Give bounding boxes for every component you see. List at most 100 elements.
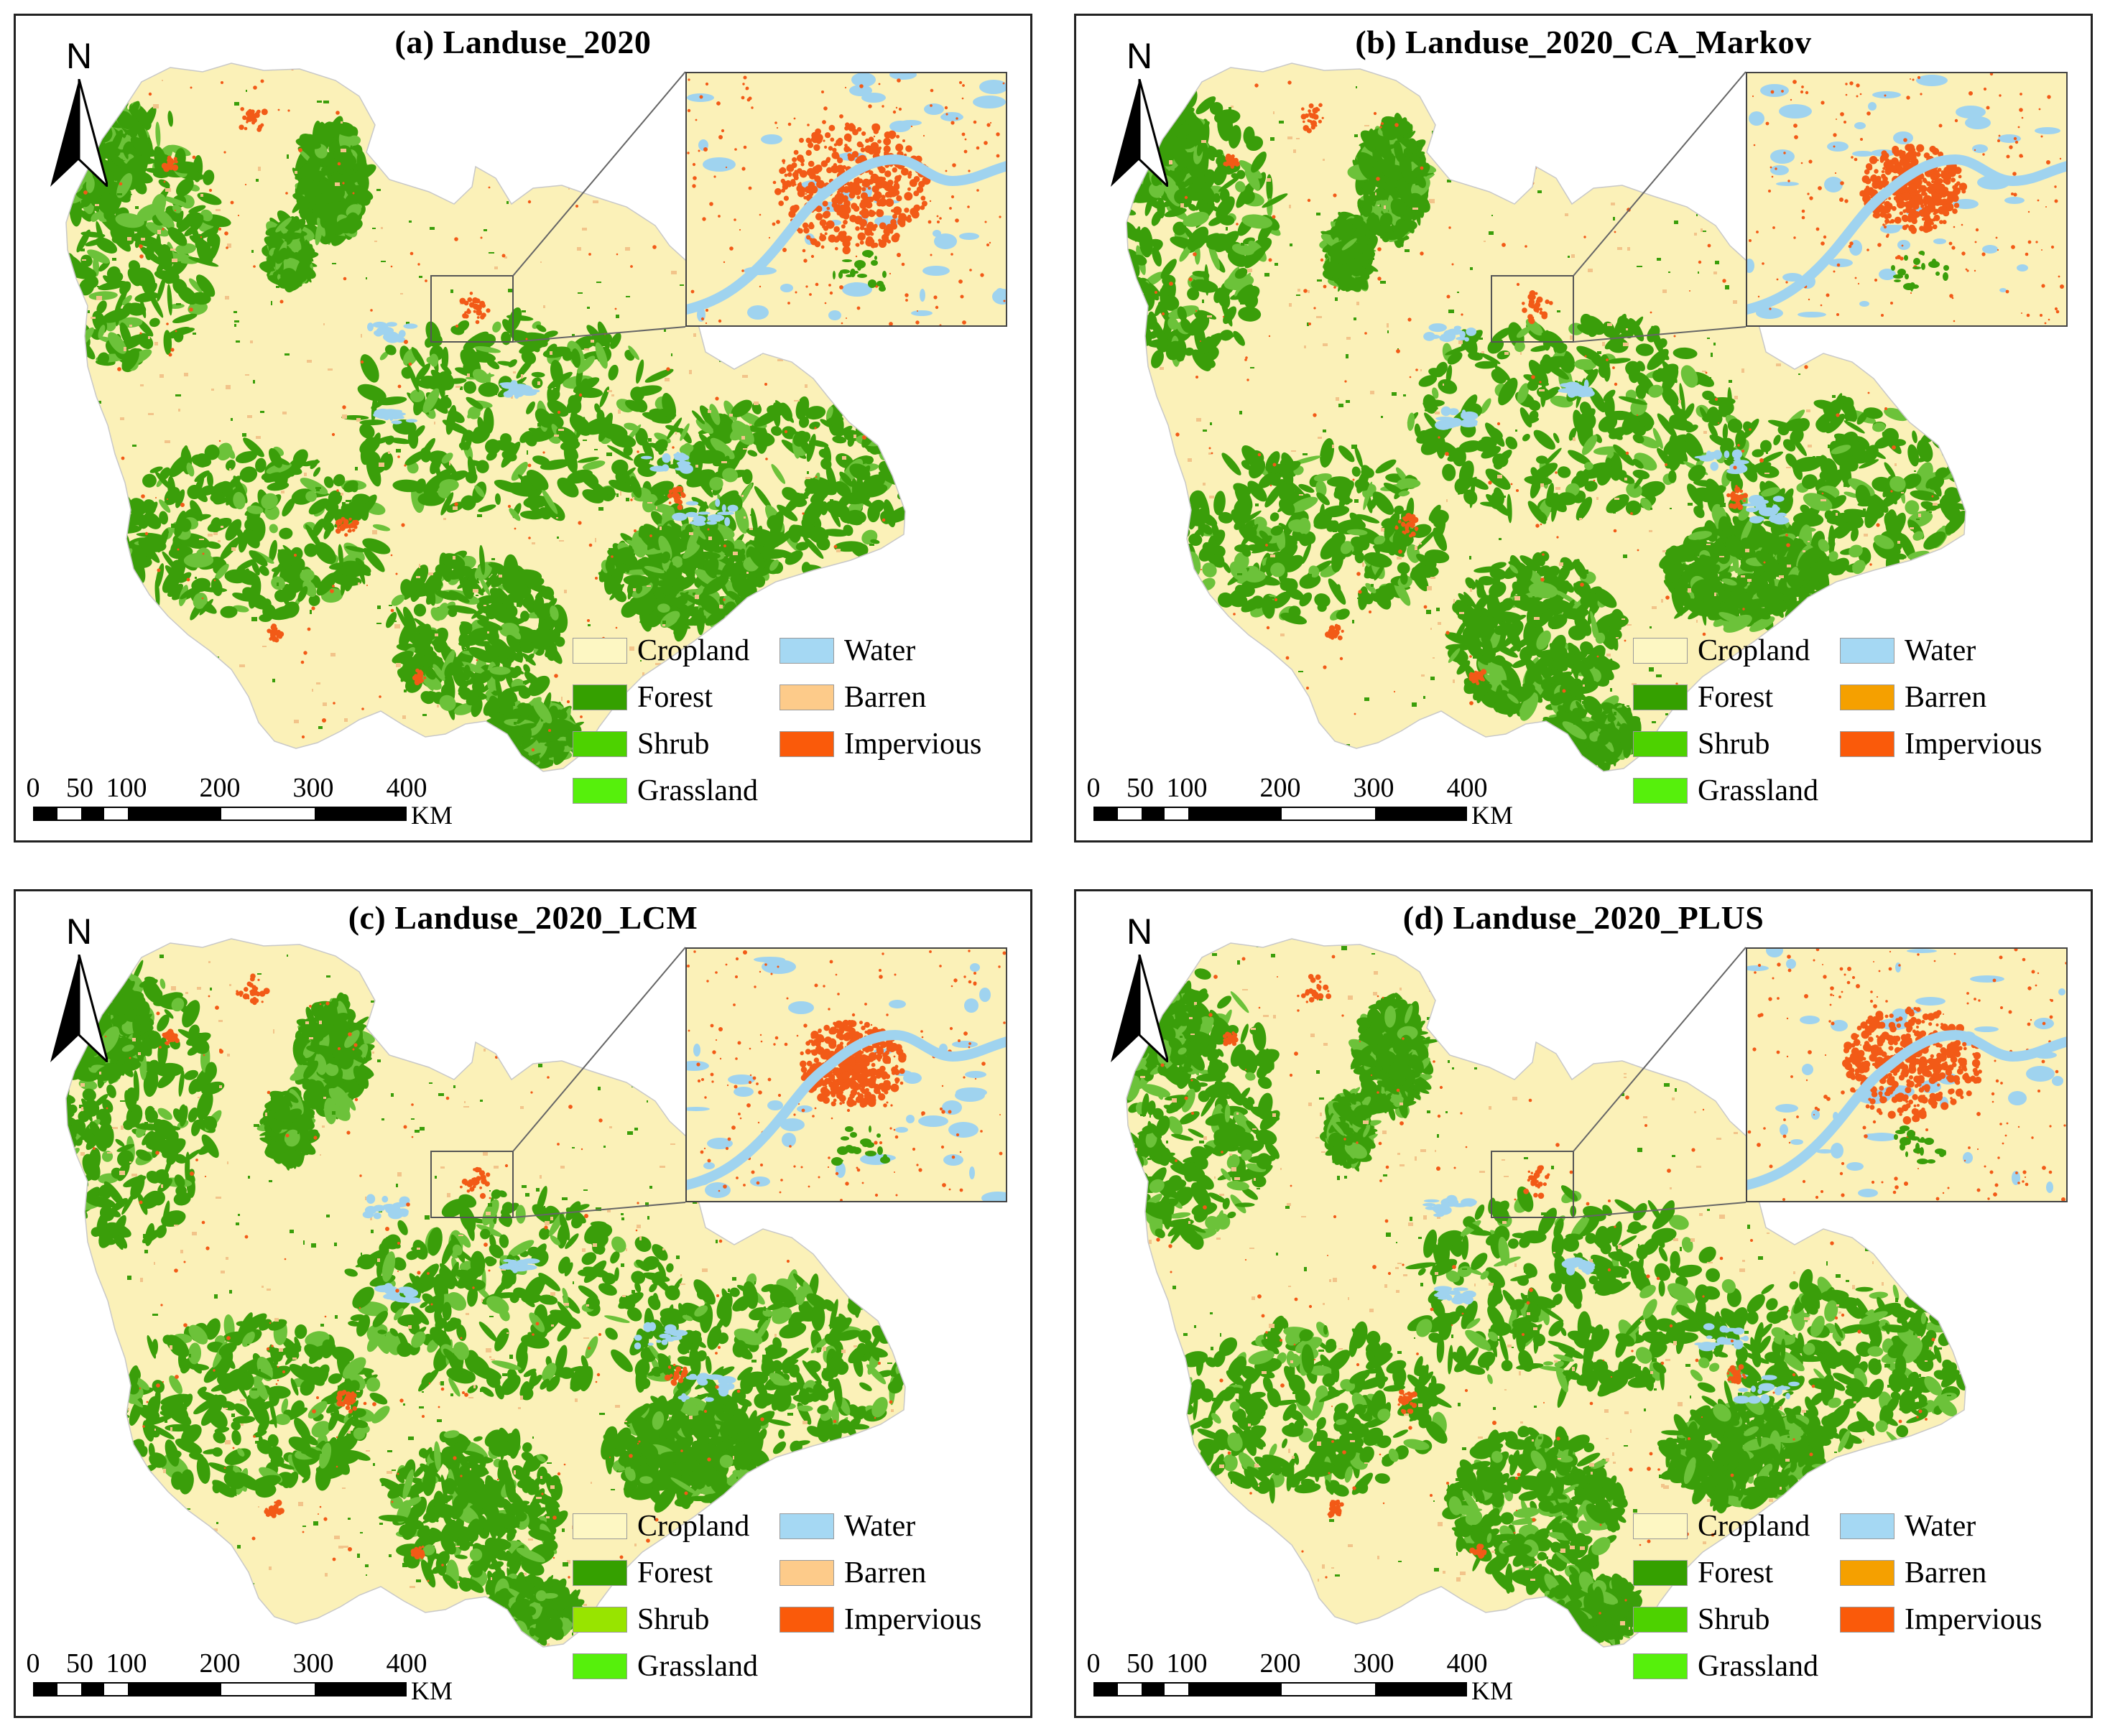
legend-item-grassland: Grassland [573, 1649, 758, 1684]
scale-bar-segments [1093, 1682, 1467, 1696]
zoom-extent-box [1491, 1151, 1574, 1218]
legend-label-impervious: Impervious [1905, 728, 2042, 761]
legend-swatch-cropland [573, 1513, 627, 1539]
scale-tick-300: 300 [1353, 1648, 1394, 1679]
legend-item-cropland: Cropland [573, 633, 749, 668]
legend-swatch-cropland [573, 638, 627, 664]
legend-item-forest: Forest [1633, 1556, 1773, 1590]
north-arrow: N [1104, 911, 1175, 1062]
legend-swatch-forest [573, 1560, 627, 1586]
legend-label-shrub: Shrub [1698, 1603, 1770, 1636]
city-inset-map [685, 72, 1007, 327]
legend-label-grassland: Grassland [637, 1650, 758, 1683]
legend-swatch-water [1840, 1513, 1894, 1539]
north-label: N [1126, 36, 1153, 76]
legend-swatch-forest [573, 684, 627, 710]
zoom-extent-box [430, 275, 514, 343]
scale-tick-0: 0 [1086, 1648, 1101, 1679]
scale-tick-200: 200 [199, 1648, 241, 1679]
legend-item-grassland: Grassland [1633, 1649, 1818, 1684]
map-panel-b: (b) Landuse_2020_CA_Markov N [1074, 14, 2093, 843]
scale-bar-segments [33, 1682, 407, 1696]
legend-swatch-impervious [779, 1607, 834, 1633]
legend-swatch-impervious [779, 731, 834, 757]
city-inset-map [1746, 947, 2068, 1202]
legend-label-forest: Forest [1698, 681, 1773, 714]
legend-label-impervious: Impervious [844, 728, 982, 761]
legend-item-cropland: Cropland [573, 1509, 749, 1544]
legend: Cropland Water Forest Barren Shrub Imper… [573, 1509, 1025, 1703]
scale-bar-segments [33, 807, 407, 821]
legend-swatch-barren [779, 684, 834, 710]
scale-tick-200: 200 [1259, 773, 1301, 803]
scale-unit: KM [1471, 801, 1514, 830]
legend-item-impervious: Impervious [1840, 1602, 2042, 1637]
legend-swatch-shrub [1633, 1607, 1688, 1633]
legend-swatch-grassland [1633, 778, 1688, 804]
scale-unit: KM [1471, 1676, 1514, 1705]
map-panel-c: (c) Landuse_2020_LCM N [14, 889, 1032, 1718]
legend-swatch-grassland [573, 778, 627, 804]
north-label: N [65, 911, 93, 952]
legend-swatch-barren [779, 1560, 834, 1586]
north-arrow: N [1104, 36, 1175, 187]
legend-label-grassland: Grassland [637, 774, 758, 807]
scale-tick-50: 50 [66, 1648, 93, 1679]
north-arrow-icon [50, 79, 108, 187]
city-inset-map [1746, 72, 2068, 327]
scale-tick-200: 200 [1259, 1648, 1301, 1679]
north-arrow: N [43, 36, 115, 187]
legend-item-forest: Forest [573, 680, 713, 715]
scale-tick-100: 100 [106, 1648, 147, 1679]
panel-title: (a) Landuse_2020 [394, 24, 652, 60]
legend-label-grassland: Grassland [1698, 774, 1818, 807]
scale-tick-0: 0 [1086, 773, 1101, 803]
legend-swatch-barren [1840, 1560, 1894, 1586]
scale-tick-400: 400 [386, 773, 427, 803]
legend-label-water: Water [844, 634, 916, 667]
legend-label-water: Water [844, 1510, 916, 1543]
legend-swatch-grassland [1633, 1653, 1688, 1679]
legend-label-cropland: Cropland [1698, 1510, 1810, 1543]
landuse-map [65, 938, 906, 1648]
scale-tick-400: 400 [386, 1648, 427, 1679]
scale-unit: KM [411, 1676, 453, 1705]
north-label: N [65, 36, 93, 76]
legend-item-water: Water [1840, 633, 1976, 668]
scale-tick-0: 0 [26, 1648, 40, 1679]
legend-item-barren: Barren [1840, 680, 1986, 715]
north-arrow-icon [50, 955, 108, 1062]
scale-bar: 0 50 100 200 300 400 KM [1083, 1649, 1543, 1714]
legend-item-impervious: Impervious [1840, 727, 2042, 761]
legend-swatch-shrub [573, 731, 627, 757]
legend-label-grassland: Grassland [1698, 1650, 1818, 1683]
scale-tick-200: 200 [199, 773, 241, 803]
scale-tick-50: 50 [1126, 773, 1154, 803]
scale-bar-segments [1093, 807, 1467, 821]
scale-tick-0: 0 [26, 773, 40, 803]
zoom-extent-box [1491, 275, 1574, 343]
legend-label-impervious: Impervious [844, 1603, 982, 1636]
legend-swatch-cropland [1633, 1513, 1688, 1539]
legend-swatch-water [779, 638, 834, 664]
legend-item-cropland: Cropland [1633, 633, 1810, 668]
scale-tick-100: 100 [106, 773, 147, 803]
legend-item-forest: Forest [573, 1556, 713, 1590]
legend-label-forest: Forest [637, 681, 713, 714]
legend-swatch-forest [1633, 684, 1688, 710]
legend: Cropland Water Forest Barren Shrub Imper… [1633, 1509, 2086, 1703]
panel-title: (c) Landuse_2020_LCM [348, 899, 698, 936]
legend-label-forest: Forest [1698, 1556, 1773, 1589]
city-inset-map [685, 947, 1007, 1202]
inset-svg [1747, 949, 2066, 1201]
legend-item-barren: Barren [779, 1556, 926, 1590]
legend-item-shrub: Shrub [1633, 727, 1769, 761]
panel-title: (d) Landuse_2020_PLUS [1402, 899, 1764, 936]
legend-swatch-cropland [1633, 638, 1688, 664]
legend-label-water: Water [1905, 634, 1976, 667]
inset-svg [687, 73, 1006, 325]
legend-label-barren: Barren [1905, 681, 1987, 714]
legend: Cropland Water Forest Barren Shrub Imper… [573, 633, 1025, 827]
scale-tick-100: 100 [1166, 773, 1208, 803]
legend-item-shrub: Shrub [573, 727, 709, 761]
